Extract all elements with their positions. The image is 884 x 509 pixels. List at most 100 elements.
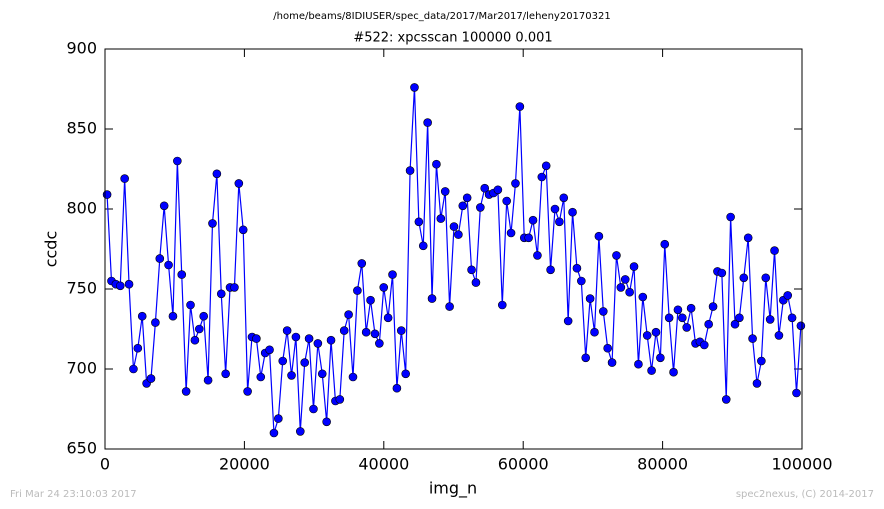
data-point <box>458 201 468 211</box>
data-point <box>216 289 226 299</box>
y-tick-label: 650 <box>66 439 97 458</box>
x-tick-label: 100000 <box>771 455 832 474</box>
data-point <box>252 334 261 343</box>
data-point <box>761 273 771 283</box>
data-point <box>735 313 744 323</box>
data-point <box>568 207 577 217</box>
data-point <box>555 217 564 227</box>
data-point <box>212 169 222 179</box>
data-point <box>796 321 806 331</box>
data-point <box>124 279 134 289</box>
data-point <box>704 319 713 329</box>
data-point <box>361 327 371 337</box>
data-point <box>585 294 595 303</box>
data-point <box>317 369 327 379</box>
data-point <box>783 291 793 300</box>
y-tick-label: 800 <box>66 199 97 218</box>
data-point <box>243 387 252 396</box>
data-point <box>462 193 472 203</box>
data-point <box>607 358 617 367</box>
data-point <box>405 166 415 175</box>
data-point <box>353 286 362 295</box>
data-point <box>309 404 318 414</box>
data-point <box>616 283 626 292</box>
data-point <box>647 366 656 375</box>
data-point <box>612 251 621 260</box>
data-point <box>559 193 569 203</box>
data-point <box>221 369 230 379</box>
data-point <box>137 311 147 321</box>
data-point <box>392 383 402 393</box>
data-point <box>638 292 648 302</box>
data-point <box>708 302 718 311</box>
data-point <box>476 203 485 212</box>
data-point <box>326 335 336 345</box>
suptitle: /home/beams/8IDIUSER/spec_data/2017/Mar2… <box>273 11 610 22</box>
data-point <box>269 428 279 438</box>
data-point <box>133 343 143 353</box>
data-point <box>383 313 393 323</box>
data-point <box>572 263 582 273</box>
data-point <box>208 219 217 228</box>
data-point <box>770 246 779 255</box>
data-point <box>625 287 634 297</box>
data-point <box>590 327 599 337</box>
data-point <box>388 270 397 279</box>
x-tick-label: 80000 <box>637 455 688 474</box>
data-point <box>480 183 490 193</box>
data-point <box>550 204 560 214</box>
data-point <box>238 225 248 235</box>
data-point <box>524 233 533 243</box>
data-point <box>546 265 555 275</box>
data-point <box>291 332 301 342</box>
data-point <box>730 319 740 329</box>
data-point <box>265 345 274 355</box>
data-point <box>686 303 696 313</box>
data-point <box>146 374 156 383</box>
x-tick-label: 20000 <box>219 455 270 474</box>
data-point <box>664 313 674 323</box>
data-point <box>230 283 239 292</box>
data-point <box>151 318 160 327</box>
data-point <box>471 278 481 287</box>
data-point <box>577 276 586 286</box>
data-point <box>541 161 551 171</box>
data-point <box>757 356 766 366</box>
data-point <box>418 241 428 251</box>
data-point <box>129 364 138 374</box>
data-point <box>287 371 296 380</box>
data-point <box>603 343 612 353</box>
data-point <box>440 187 450 196</box>
data-point <box>102 190 112 199</box>
data-point <box>528 215 538 225</box>
data-point <box>379 283 389 292</box>
data-point <box>414 217 424 227</box>
data-point <box>436 214 446 223</box>
data-point <box>159 201 169 211</box>
data-point <box>502 196 511 206</box>
data-point <box>506 228 516 238</box>
data-point <box>515 102 525 111</box>
data-point <box>563 316 573 326</box>
data-point <box>396 326 406 335</box>
chart-title: #522: xpcsscan 100000 0.001 <box>353 31 552 46</box>
data-point <box>282 326 292 335</box>
footer-right: spec2nexus, (C) 2014-2017 <box>736 489 874 500</box>
data-point <box>375 339 384 348</box>
data-point <box>177 270 187 279</box>
data-point <box>743 233 753 243</box>
data-point <box>497 300 507 310</box>
y-tick-label: 900 <box>66 39 97 58</box>
data-point <box>656 353 665 363</box>
data-point <box>748 334 757 343</box>
data-point <box>682 323 692 332</box>
data-point <box>278 356 288 366</box>
data-point <box>445 302 454 311</box>
data-point <box>304 334 314 343</box>
data-point <box>581 353 591 363</box>
data-point <box>493 185 503 195</box>
data-point <box>181 387 191 396</box>
data-point <box>322 417 331 427</box>
data-point <box>423 118 432 127</box>
